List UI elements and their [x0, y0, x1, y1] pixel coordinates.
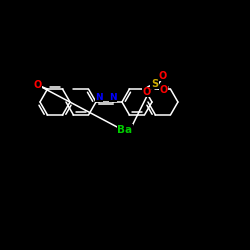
Text: O: O — [159, 85, 168, 95]
Text: O: O — [142, 87, 150, 97]
Text: O: O — [158, 71, 166, 81]
Text: N: N — [95, 92, 103, 102]
Text: N: N — [109, 92, 117, 102]
Text: Ba: Ba — [118, 125, 132, 135]
Text: S: S — [151, 79, 158, 89]
Text: O: O — [34, 80, 42, 90]
